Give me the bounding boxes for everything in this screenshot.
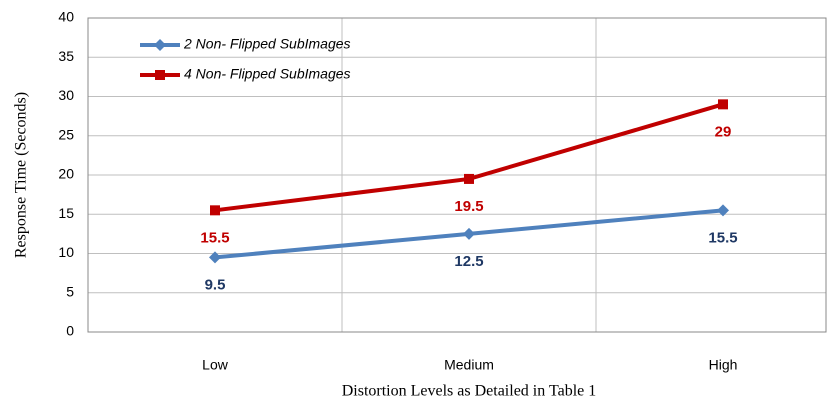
y-tick-label: 20 [58,166,74,182]
point [717,204,729,217]
point [209,251,221,264]
y-tick-label: 10 [58,244,74,260]
y-tick-label: 40 [58,9,74,25]
point [210,205,220,216]
y-tick-label: 15 [58,205,74,221]
y-tick-label: 35 [58,48,74,64]
data-label: 29 [715,123,732,140]
series-line [214,102,724,213]
y-tick-label: 0 [66,323,74,339]
y-tick-label: 5 [66,283,74,299]
y-tick-label: 30 [58,87,74,103]
legend-label: 2 Non- Flipped SubImages [183,36,351,52]
x-tick-label: Medium [444,357,494,373]
x-tick-label: High [709,357,738,373]
point [464,173,474,184]
y-axis-title: Response Time (Seconds) [13,92,30,258]
point [718,99,728,110]
x-axis-title: Distortion Levels as Detailed in Table 1 [342,383,597,400]
legend-label: 4 Non- Flipped SubImages [184,66,351,82]
data-label: 9.5 [205,276,226,293]
plot-border [87,17,827,333]
data-label: 15.5 [708,229,737,246]
y-tick-label: 25 [58,126,74,142]
data-label: 12.5 [454,253,483,270]
x-tick-label: Low [202,357,229,373]
point [463,227,475,240]
legend-marker [154,39,166,51]
legend-marker [155,70,165,80]
data-label: 15.5 [200,229,229,246]
data-label: 19.5 [454,198,483,215]
